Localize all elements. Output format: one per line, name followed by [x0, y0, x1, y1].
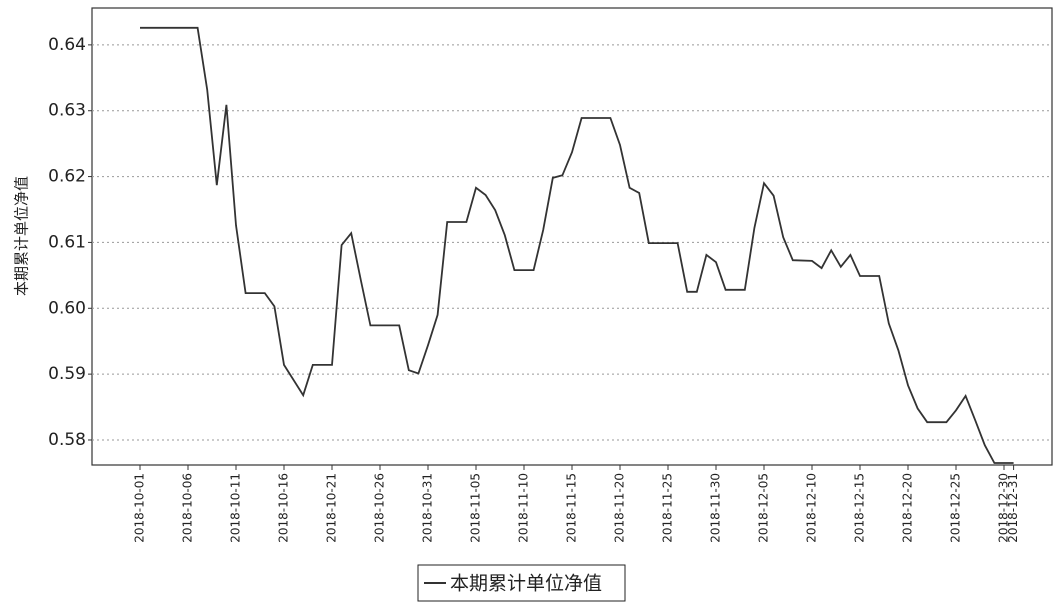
x-tick-label: 2018-11-15	[565, 473, 579, 543]
legend-box	[417, 564, 626, 602]
x-tick-label: 2018-10-06	[181, 473, 195, 543]
x-tick-label: 2018-12-15	[853, 473, 867, 543]
x-tick-label: 2018-10-11	[229, 473, 243, 543]
x-tick-label: 2018-11-20	[613, 473, 627, 543]
y-tick-label: 0.60	[48, 298, 86, 318]
y-tick-label: 0.58	[48, 430, 86, 450]
x-tick-label: 2018-12-30	[997, 473, 1011, 543]
y-tick-label: 0.64	[48, 35, 86, 55]
y-axis-label: 本期累计单位净值	[13, 176, 31, 296]
legend-label: 本期累计单位净值	[450, 573, 602, 595]
x-tick-label: 2018-10-16	[277, 473, 291, 543]
x-tick-label: 2018-10-21	[325, 473, 339, 543]
x-tick-label: 2018-12-05	[757, 473, 771, 543]
x-tick-label: 2018-12-25	[949, 473, 963, 543]
data-line	[140, 26, 1014, 464]
x-tick-label: 2018-10-01	[133, 473, 147, 543]
x-tick-label: 2018-11-05	[469, 473, 483, 543]
x-tick-label: 2018-12-20	[901, 473, 915, 543]
x-tick-label: 2018-10-31	[421, 473, 435, 543]
x-tick-label: 2018-11-30	[709, 473, 723, 543]
y-tick-label: 0.63	[48, 101, 86, 121]
y-tick-label: 0.59	[48, 364, 86, 384]
x-tick-label: 2018-11-25	[661, 473, 675, 543]
x-tick-label: 2018-12-10	[805, 473, 819, 543]
x-tick-label: 2018-10-26	[373, 473, 387, 543]
plot-frame	[91, 7, 1053, 466]
x-tick-label: 2018-11-10	[517, 473, 531, 543]
x-tick-label: 2018-12-31	[1006, 473, 1020, 543]
y-tick-label: 0.61	[48, 232, 86, 252]
y-tick-label: 0.62	[48, 167, 86, 187]
